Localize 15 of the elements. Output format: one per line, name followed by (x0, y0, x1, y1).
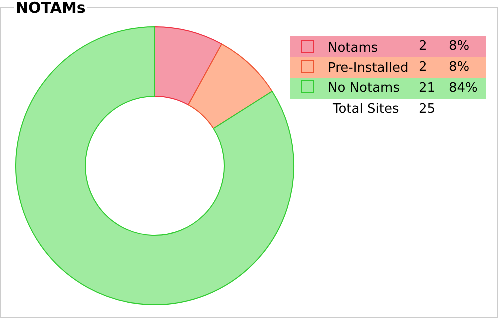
donut-slice (154, 26, 222, 106)
donut-slice (16, 26, 294, 306)
text: 8% (449, 39, 470, 54)
text: 8% (449, 60, 470, 75)
chart-title: NOTAMs (16, 0, 86, 17)
legend-label: Notams (328, 41, 378, 56)
text: 25 (419, 102, 436, 117)
legend-label: Pre-Installed (328, 60, 409, 76)
data-label: 2 (419, 60, 428, 75)
data-label: 2 (419, 39, 428, 54)
data-label: 21 (419, 81, 436, 96)
text: Total Sites (332, 102, 400, 117)
donut-slice (188, 44, 273, 130)
text: 84% (449, 81, 478, 96)
legend-label: No Notams (328, 80, 400, 96)
